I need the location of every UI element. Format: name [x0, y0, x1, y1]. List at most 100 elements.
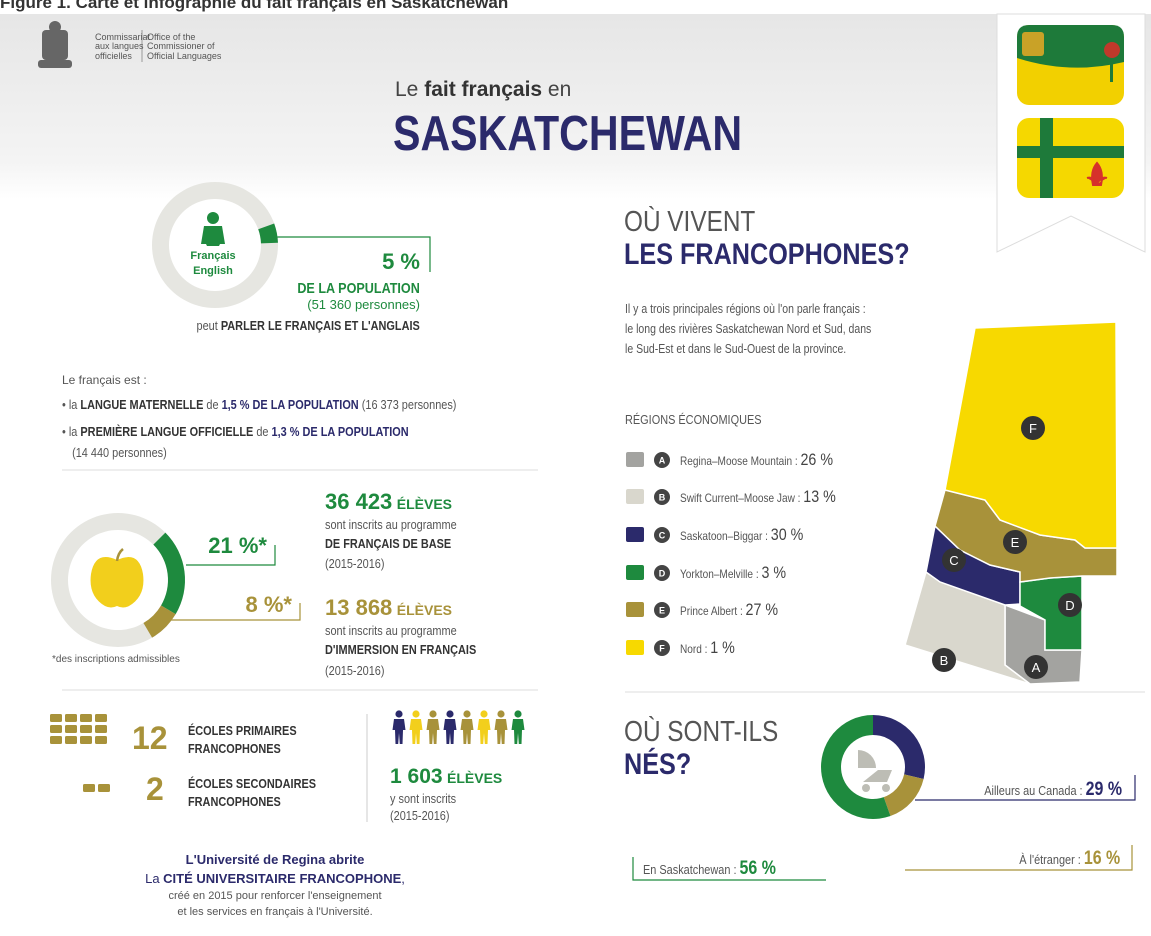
text: Ailleurs au Canada : [984, 783, 1083, 798]
legend-letter: B [659, 493, 666, 503]
enrolment-text: D'IMMERSION EN FRANÇAIS [325, 642, 477, 657]
text: 1,3 % DE LA POPULATION [271, 424, 409, 439]
school-icon [80, 725, 92, 733]
school-count: 2 [146, 771, 164, 807]
text: 36 423 [325, 489, 393, 514]
legend-letter: D [659, 569, 666, 579]
stat-text: peut PARLER LE FRANÇAIS ET L'ANGLAIS [197, 319, 420, 332]
school-icon [65, 725, 77, 733]
enrolment-text: DE FRANÇAIS DE BASE [325, 536, 452, 551]
map-letter: A [1032, 660, 1041, 675]
school-icon [50, 725, 62, 733]
connector-line [160, 603, 301, 621]
legend-swatch [626, 527, 644, 542]
text: et les services en français à l'Universi… [177, 905, 373, 918]
section-title: NÉS? [624, 748, 692, 781]
donut-segment [883, 774, 924, 816]
region-name: Saskatoon–Biggar : [680, 529, 768, 543]
text: y sont inscrits [390, 791, 457, 806]
header-kicker: Le fait français en [395, 79, 571, 100]
region-row: Nord : 1 % [680, 639, 735, 656]
text: 1,5 % DE LA POPULATION [221, 397, 359, 412]
region-name: Prince Albert : [680, 604, 743, 618]
text: ÉCOLES SECONDAIRES [188, 776, 317, 791]
enrolment-percent: 8 %* [245, 592, 292, 617]
legend-badge [654, 527, 670, 543]
map-letter: F [1029, 421, 1037, 436]
school-icon [50, 736, 62, 744]
connector-line [632, 857, 826, 881]
logo-text-en: Office of the Commissioner of Official L… [147, 32, 221, 61]
regions-title: RÉGIONS ÉCONOMIQUES [625, 412, 762, 427]
text: English [193, 265, 233, 278]
stroller-icon [858, 750, 892, 792]
school-icon [65, 736, 77, 744]
text: 16 % [1083, 848, 1120, 869]
logo-text-fr: Commissariat aux langues officielles [95, 32, 150, 61]
text: de [253, 424, 272, 439]
donut-segment [258, 223, 278, 244]
map-badge [1024, 655, 1048, 679]
text: ÉLÈVES [396, 496, 452, 512]
enrolment-count: 13 868 ÉLÈVES [325, 597, 452, 619]
text: fait français [424, 78, 543, 101]
enrolment-count: 36 423 ÉLÈVES [325, 491, 452, 513]
logo-line: aux langues [95, 41, 144, 52]
enrolment-text: sont inscrits au programme [325, 623, 457, 638]
legend-letter: A [659, 456, 666, 466]
header-title: SASKATCHEWAN [393, 107, 743, 161]
logo-line: officielles [95, 50, 132, 61]
region-row: Regina–Moose Mountain : 26 % [680, 451, 833, 468]
text: 1 603 [390, 765, 443, 788]
saskatchewan-flag [1017, 25, 1124, 105]
map-badge [1021, 416, 1045, 440]
text: Le [395, 78, 425, 101]
text: À l'étranger : [1019, 852, 1081, 867]
students-icons [392, 710, 525, 744]
bullet-item: • la LANGUE MATERNELLE de 1,5 % DE LA PO… [62, 398, 456, 411]
text: PARLER LE FRANÇAIS ET L'ANGLAIS [221, 318, 420, 333]
map-badge [1003, 530, 1027, 554]
region-value: 1 % [710, 638, 735, 657]
school-icon [80, 714, 92, 722]
text: La CITÉ UNIVERSITAIRE FRANCOPHONE, [75, 870, 475, 889]
region-value: 27 % [745, 600, 779, 619]
text: 29 % [1085, 779, 1122, 800]
donut-segment [143, 605, 176, 638]
school-icon [50, 714, 62, 722]
text: 56 % [739, 858, 776, 879]
text: , [401, 870, 405, 886]
region-row: Swift Current–Moose Jaw : 13 % [680, 488, 836, 505]
footnote: *des inscriptions admissibles [52, 654, 180, 665]
legend-badge [654, 640, 670, 656]
stat-value: 5 % [382, 249, 420, 274]
school-icon [80, 736, 92, 744]
logo-line: Commissioner of [147, 41, 215, 52]
school-icon [83, 784, 95, 792]
text: ÉCOLES PRIMAIRES [188, 723, 297, 738]
students-count: 1 603 ÉLÈVES [390, 766, 502, 787]
region-name: Nord : [680, 642, 708, 656]
text: en [542, 78, 572, 101]
text: Il y a trois principales régions où l'on… [625, 302, 866, 316]
text: CITÉ UNIVERSITAIRE FRANCOPHONE [163, 870, 402, 886]
map-letter: E [1011, 535, 1020, 550]
school-label: ÉCOLES SECONDAIRES FRANCOPHONES [188, 775, 316, 811]
text: (14 440 personnes) [72, 444, 167, 460]
region-value: 3 % [761, 563, 787, 582]
text: En Saskatchewan : [643, 862, 737, 877]
legend-swatch [626, 489, 644, 504]
text: Français [190, 250, 236, 262]
text: • la [62, 424, 81, 439]
map-letter: B [940, 653, 949, 668]
donut-segment [873, 715, 925, 780]
region-value: 13 % [803, 487, 836, 506]
map-letter: C [949, 553, 958, 568]
legend-letter: E [659, 606, 665, 616]
region-row: Saskatoon–Biggar : 30 % [680, 526, 803, 543]
legend-swatch [626, 565, 644, 580]
school-icon [95, 725, 107, 733]
legend-badge [654, 452, 670, 468]
connector-line [186, 545, 276, 566]
